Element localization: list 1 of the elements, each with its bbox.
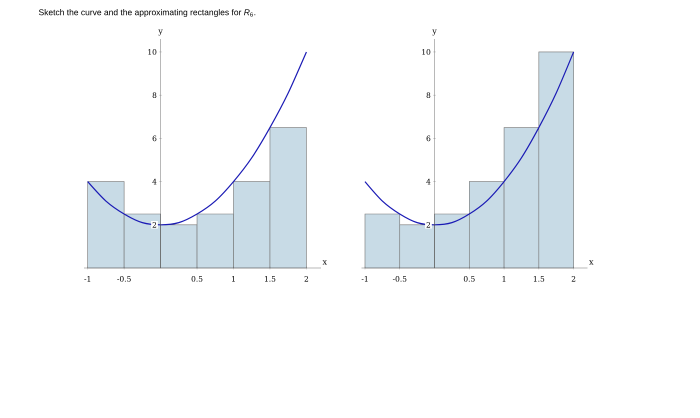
chart-title: Sketch the curve and the approximating rectangles for R$_{6}$. bbox=[38, 9, 256, 17]
